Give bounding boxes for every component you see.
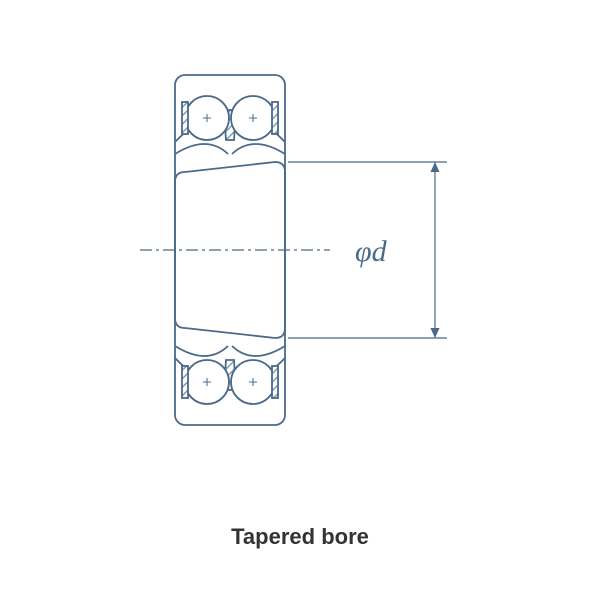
diagram-container: Tapered bore φd	[0, 0, 600, 600]
diagram-caption: Tapered bore	[0, 524, 600, 550]
bearing-diagram	[0, 0, 600, 600]
dimension-label: φd	[355, 235, 387, 269]
